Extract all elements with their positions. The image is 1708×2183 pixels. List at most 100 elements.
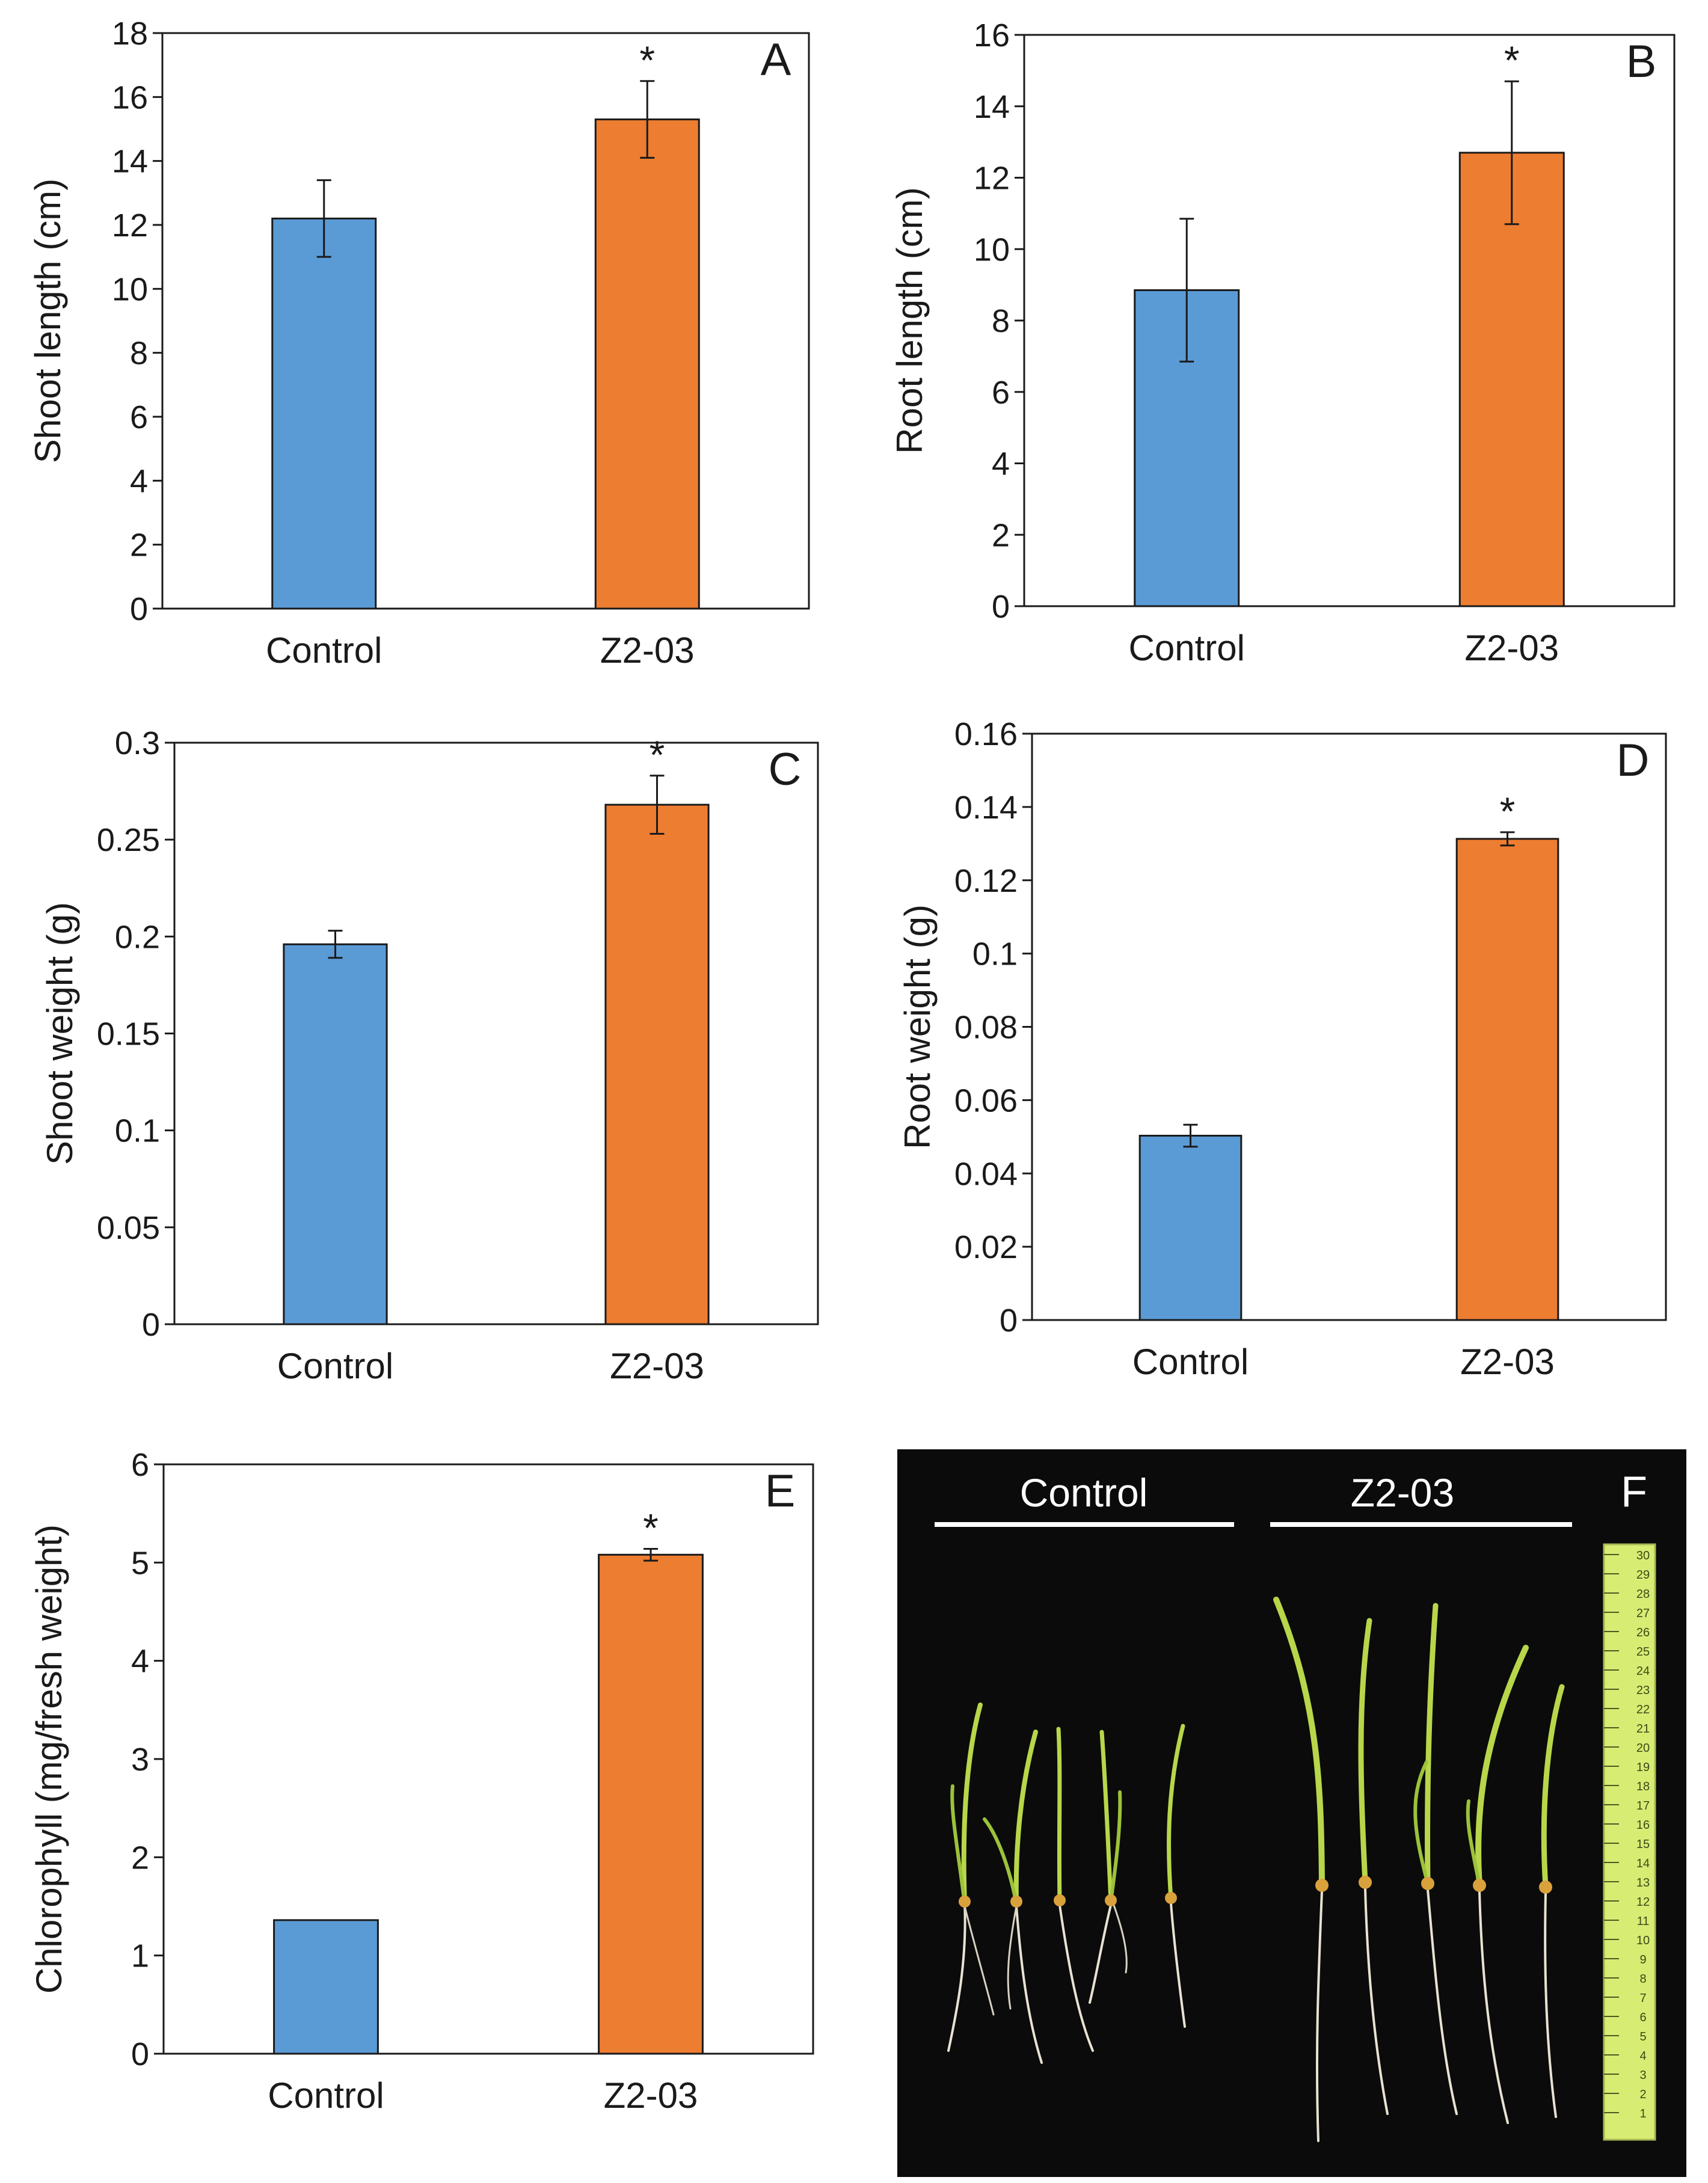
y-tick-label: 0.12 <box>954 863 1018 899</box>
control-seedling <box>1165 1724 1186 2028</box>
x-category-label-control: Control <box>1132 1342 1249 1382</box>
y-tick-label: 3 <box>131 1742 149 1778</box>
y-tick-label: 12 <box>112 207 148 244</box>
ruler-tick-label: 26 <box>1636 1626 1650 1639</box>
y-tick-label: 0.15 <box>97 1016 160 1052</box>
bar-z2-03 <box>1458 152 1565 607</box>
ruler-tick-label: 30 <box>1636 1549 1650 1562</box>
x-category-label-z2-03: Z2-03 <box>604 2075 698 2116</box>
control-seedling <box>947 1702 995 2052</box>
control-seedlings <box>947 1702 1186 2064</box>
ruler-tick-label: 1 <box>1639 2107 1646 2120</box>
significance-marker: * <box>650 732 665 777</box>
seedling-photo-panel: Control Z2-03 F <box>897 1449 1686 2177</box>
y-tick-label: 6 <box>992 375 1010 411</box>
y-tick-label: 8 <box>130 336 148 372</box>
ruler-tick-label: 10 <box>1636 1934 1650 1947</box>
panel-letter: C <box>769 744 802 795</box>
ruler-tick-label: 17 <box>1636 1799 1650 1813</box>
plot-frame <box>1031 732 1667 1321</box>
z2-03-seedling <box>1466 1645 1529 2124</box>
y-tick-label: 0 <box>131 2036 149 2072</box>
y-axis-label: Shoot weight (g) <box>40 902 80 1165</box>
x-category-label-z2-03: Z2-03 <box>1464 628 1559 668</box>
control-seedling <box>1054 1727 1094 2052</box>
y-tick-label: 0.25 <box>97 822 160 858</box>
ruler-tick-label: 28 <box>1636 1588 1650 1601</box>
ruler-tick-label: 6 <box>1639 2011 1646 2024</box>
x-category-label-control: Control <box>1129 628 1245 668</box>
bar-control <box>283 943 388 1325</box>
y-axis-label: Root length (cm) <box>889 187 930 454</box>
y-tick-label: 10 <box>974 232 1010 268</box>
significance-marker: * <box>639 38 655 82</box>
ruler-tick-label: 2 <box>1639 2088 1646 2101</box>
x-category-label-z2-03: Z2-03 <box>1460 1342 1555 1382</box>
ruler-tick-label: 16 <box>1636 1819 1650 1832</box>
y-tick-label: 16 <box>974 17 1010 54</box>
x-category-label-z2-03: Z2-03 <box>610 1346 704 1386</box>
x-category-label-control: Control <box>277 1346 393 1386</box>
ruler-tick-label: 22 <box>1636 1703 1650 1716</box>
photo-label-z2-03: Z2-03 <box>1351 1470 1454 1515</box>
plot-frame <box>161 32 810 610</box>
y-tick-label: 8 <box>992 303 1010 339</box>
ruler-tick-label: 3 <box>1639 2069 1646 2082</box>
z2-03-seedling <box>1358 1618 1389 2115</box>
y-tick-label: 10 <box>112 271 148 307</box>
photo-panel-letter: F <box>1621 1468 1647 1516</box>
y-tick-label: 0.05 <box>97 1210 160 1246</box>
plot-frame <box>162 1463 814 2055</box>
y-tick-label: 14 <box>112 144 148 180</box>
ruler-tick-label: 14 <box>1636 1857 1650 1870</box>
bar-z2-03 <box>1455 838 1559 1321</box>
y-tick-label: 0 <box>130 591 148 627</box>
bar-z2-03 <box>598 1553 704 2055</box>
bar-control <box>273 1919 379 2055</box>
seedling-photo: Control Z2-03 F <box>935 1468 1656 2142</box>
y-tick-label: 0.08 <box>954 1010 1018 1046</box>
y-tick-label: 6 <box>131 1447 149 1483</box>
y-tick-label: 0 <box>992 589 1010 625</box>
ruler-tick-label: 18 <box>1636 1780 1650 1793</box>
y-tick-label: 4 <box>131 1644 149 1680</box>
z2-03-seedling <box>1539 1684 1565 2118</box>
y-tick-label: 2 <box>131 1840 149 1876</box>
y-tick-label: 0.04 <box>954 1156 1018 1192</box>
ruler-tick-label: 20 <box>1636 1742 1650 1755</box>
y-tick-label: 2 <box>130 527 148 563</box>
y-tick-label: 12 <box>974 161 1010 197</box>
y-axis-label: Shoot length (cm) <box>28 179 68 464</box>
bar-control <box>271 217 377 610</box>
y-tick-label: 4 <box>130 463 148 499</box>
ruler-tick-label: 19 <box>1636 1761 1650 1774</box>
y-tick-label: 0.1 <box>972 936 1018 972</box>
ruler-tick-label: 15 <box>1636 1838 1650 1851</box>
ruler-tick-label: 27 <box>1636 1607 1650 1620</box>
x-category-label-control: Control <box>268 2075 384 2116</box>
significance-marker: * <box>643 1505 659 1550</box>
plot-frame <box>1023 34 1676 607</box>
significance-marker: * <box>1504 38 1520 82</box>
z2-03-seedlings <box>1273 1597 1565 2142</box>
y-tick-label: 18 <box>112 16 148 52</box>
ruler: 3029282726252423222120191817161514131211… <box>1603 1543 1656 2141</box>
y-tick-label: 0.14 <box>954 790 1018 826</box>
y-tick-label: 0 <box>1000 1303 1018 1339</box>
chart-panel-e: 0 1 2 3 4 5 6 Chlorophyll (mg/fresh weight) Cont… <box>29 1447 814 2116</box>
ruler-tick-label: 24 <box>1636 1665 1650 1678</box>
y-tick-label: 0.3 <box>115 725 160 761</box>
y-tick-label: 0.06 <box>954 1082 1018 1119</box>
panel-letter: B <box>1626 36 1657 87</box>
chart-panel-d: 0 0.02 0.04 0.06 0.08 0.1 0.12 0.14 0.16 Root wei… <box>897 716 1667 1382</box>
control-seedling <box>1089 1730 1128 2004</box>
ruler-tick-label: 25 <box>1636 1645 1650 1659</box>
x-category-label-z2-03: Z2-03 <box>600 630 695 671</box>
chart-panel-c: 0 0.05 0.1 0.15 0.2 0.25 0.3 Shoot weight (g) Co… <box>40 725 819 1386</box>
y-tick-label: 2 <box>992 517 1010 553</box>
panel-letter: E <box>765 1466 796 1517</box>
y-tick-label: 0.1 <box>115 1113 160 1149</box>
ruler-tick-label: 5 <box>1639 2030 1646 2043</box>
ruler-tick-label: 7 <box>1639 1992 1646 2005</box>
ruler-tick-label: 8 <box>1639 1973 1646 1986</box>
